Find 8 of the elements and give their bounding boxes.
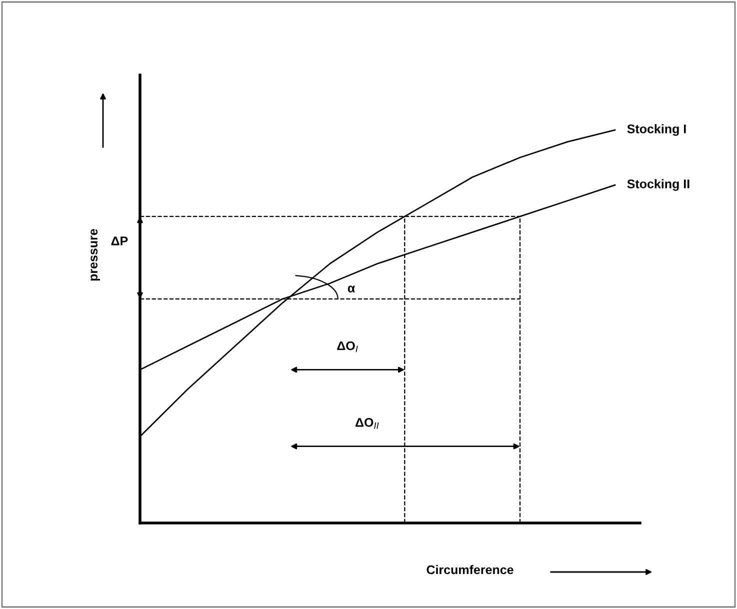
annotation: α	[348, 286, 355, 293]
series-label: Stocking II	[627, 179, 690, 191]
annotation: ΔO$_{II}$	[356, 418, 379, 429]
text: ΔP	[111, 236, 128, 246]
annotation: ΔO$_{I}$	[337, 341, 358, 352]
series-label: Stocking I	[627, 124, 686, 136]
y-axis-title: pressure	[90, 229, 100, 281]
x-axis-title: Circumference	[426, 565, 514, 574]
